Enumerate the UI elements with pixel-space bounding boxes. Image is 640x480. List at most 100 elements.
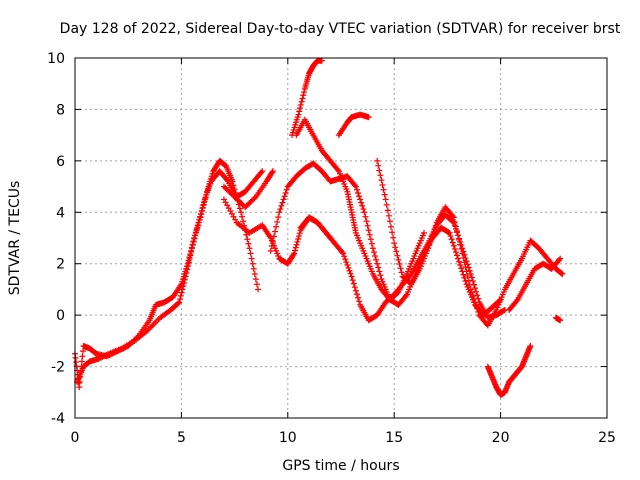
data-point-trace-a (237, 209, 244, 216)
data-point-trace-e (462, 278, 469, 285)
data-point-trace-b (194, 222, 201, 229)
data-point-trace-j (378, 177, 385, 184)
x-tick-label: 10 (279, 430, 297, 446)
data-point-trace-d (293, 241, 300, 248)
data-point-trace-j (381, 191, 388, 198)
data-point-trace-e (358, 199, 365, 206)
data-point-trace-e (460, 271, 467, 278)
data-point-trace-e (276, 209, 283, 216)
data-point-trace-d (459, 245, 466, 252)
data-point-trace-j (394, 252, 401, 259)
data-point-trace-b (104, 351, 111, 358)
y-tick-label: 6 (56, 154, 65, 170)
data-point-trace-d (291, 250, 298, 257)
data-point-trace-m (557, 317, 564, 324)
data-point-trace-e (357, 196, 364, 203)
data-point-trace-d (355, 294, 362, 301)
x-axis-label: GPS time / hours (282, 458, 399, 474)
data-point-trace-j (382, 196, 389, 203)
data-point-trace-e (362, 213, 369, 220)
data-point-trace-a (253, 281, 260, 288)
data-point-trace-e (361, 209, 368, 216)
data-point-trace-j (388, 223, 395, 230)
data-point-trace-d (469, 278, 476, 285)
data-point-trace-j (379, 181, 386, 188)
data-point-trace-b (95, 355, 102, 362)
data-point-trace-j (376, 167, 383, 174)
data-point-trace-e (453, 252, 460, 259)
data-point-trace-f (297, 105, 304, 112)
data-point-trace-g (394, 289, 401, 296)
data-point-trace-j (457, 241, 464, 248)
data-points (72, 57, 566, 398)
data-point-trace-g (334, 166, 341, 173)
data-point-trace-e (369, 245, 376, 252)
data-point-trace-j (459, 250, 466, 257)
data-point-trace-j (429, 232, 436, 239)
data-point-trace-j (456, 236, 463, 243)
y-tick-label: 4 (56, 205, 65, 221)
data-point-trace-b (185, 259, 192, 266)
data-point-trace-e (275, 214, 282, 221)
data-point-trace-f (297, 101, 304, 108)
data-point-trace-d (466, 267, 473, 274)
data-point-trace-d (450, 219, 457, 226)
data-point-trace-j (430, 229, 437, 236)
data-point-trace-a (78, 358, 85, 365)
data-point-trace-e (363, 218, 370, 225)
data-point-trace-d (407, 272, 414, 279)
data-point-trace-d (473, 288, 480, 295)
data-point-trace-a (240, 218, 247, 225)
data-point-trace-c (269, 169, 276, 176)
grid-lines (75, 58, 607, 418)
data-point-trace-e (372, 253, 379, 259)
data-point-trace-j (426, 242, 433, 249)
data-point-trace-e (356, 193, 363, 200)
data-point-trace-j (467, 286, 474, 293)
data-point-trace-d (472, 285, 479, 292)
data-point-trace-b (200, 202, 207, 209)
data-point-trace-b (177, 296, 184, 303)
data-point-trace-j (386, 218, 393, 225)
data-point-trace-j (431, 226, 438, 232)
data-point-trace-e (449, 239, 456, 246)
data-point-trace-j (451, 218, 458, 225)
data-point-trace-b (99, 353, 106, 360)
data-point-trace-l (556, 256, 563, 263)
data-point-trace-j (452, 223, 459, 230)
data-point-trace-e (270, 233, 277, 240)
data-point-trace-j (398, 269, 405, 276)
data-point-trace-a (252, 276, 259, 283)
data-point-trace-e (364, 222, 371, 229)
data-point-trace-d (290, 251, 297, 258)
data-point-trace-e (450, 242, 457, 249)
data-point-trace-b (192, 232, 199, 239)
data-point-trace-d (356, 298, 363, 305)
data-point-trace-d (351, 284, 358, 291)
axis-ticks: 0 5 10 15 20 25 -4 -2 0 2 4 6 8 10 (47, 51, 616, 446)
data-point-trace-d (291, 247, 298, 254)
data-point-trace-f (299, 95, 306, 102)
data-point-trace-e (282, 190, 289, 196)
data-point-trace-j (395, 256, 402, 263)
chart-title: Day 128 of 2022, Sidereal Day-to-day VTE… (60, 21, 621, 37)
data-point-trace-a (244, 236, 251, 243)
data-point-trace-b (181, 280, 188, 286)
data-point-trace-e (281, 193, 288, 200)
data-point-trace-d (292, 244, 299, 251)
data-point-trace-b (197, 210, 204, 217)
data-point-trace-a (248, 255, 255, 262)
data-point-trace-j (461, 259, 468, 266)
data-point-trace-a (245, 240, 252, 247)
data-point-trace-a (239, 213, 246, 220)
y-tick-label: 2 (56, 257, 65, 273)
data-point-trace-b (195, 219, 202, 226)
data-point-trace-d (340, 250, 347, 257)
data-point-trace-e (373, 256, 380, 263)
data-point-trace-e (274, 218, 281, 225)
data-point-trace-j (393, 248, 400, 255)
data-point-trace-j (389, 229, 396, 236)
plot-frame (74, 57, 608, 419)
data-point-trace-j (464, 272, 471, 279)
data-point-trace-h (365, 114, 372, 121)
